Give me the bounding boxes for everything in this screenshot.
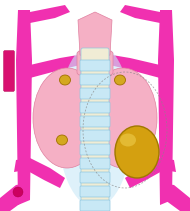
Polygon shape (158, 10, 174, 205)
Polygon shape (120, 5, 172, 25)
Ellipse shape (56, 135, 67, 145)
FancyBboxPatch shape (80, 158, 110, 169)
Polygon shape (14, 158, 65, 188)
FancyBboxPatch shape (80, 60, 110, 71)
FancyBboxPatch shape (80, 144, 110, 155)
FancyBboxPatch shape (80, 116, 110, 127)
Polygon shape (160, 183, 190, 211)
FancyBboxPatch shape (80, 74, 110, 85)
Ellipse shape (58, 42, 132, 207)
Circle shape (13, 187, 23, 197)
FancyBboxPatch shape (81, 48, 109, 207)
FancyBboxPatch shape (80, 186, 110, 197)
Ellipse shape (115, 75, 126, 85)
FancyBboxPatch shape (80, 130, 110, 141)
FancyBboxPatch shape (80, 88, 110, 99)
Polygon shape (0, 183, 30, 211)
Polygon shape (110, 55, 160, 78)
Polygon shape (125, 158, 176, 188)
FancyBboxPatch shape (77, 51, 113, 75)
Polygon shape (18, 5, 70, 25)
Polygon shape (16, 10, 32, 205)
Ellipse shape (59, 75, 70, 85)
Ellipse shape (89, 68, 157, 168)
FancyBboxPatch shape (80, 102, 110, 113)
Ellipse shape (33, 68, 101, 168)
Ellipse shape (115, 126, 159, 178)
Polygon shape (30, 55, 80, 78)
FancyBboxPatch shape (80, 200, 110, 211)
FancyBboxPatch shape (3, 50, 14, 92)
Polygon shape (78, 12, 112, 58)
Ellipse shape (120, 134, 136, 146)
FancyBboxPatch shape (80, 172, 110, 183)
